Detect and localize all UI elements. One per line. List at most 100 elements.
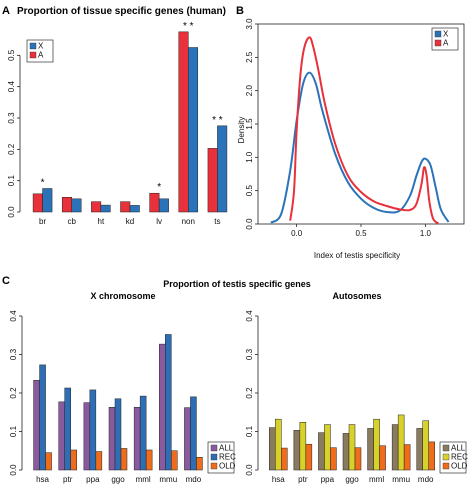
chart-a-bar-a [91, 201, 102, 213]
chart-a-bar-x [129, 205, 140, 213]
chart-a-x-tick-label: kd [126, 217, 134, 226]
chart-c2-y-tick-label: 0.3 [245, 348, 254, 360]
chart-c2-bar-all [416, 428, 423, 471]
chart-a-bar-a [120, 201, 131, 213]
chart-c2-bar-all [293, 430, 301, 471]
chart-a-bar-x [42, 188, 53, 213]
chart-c2-legend-swatch [442, 462, 450, 470]
chart-c2-bar-old [379, 445, 386, 471]
panel-a: A Proportion of tissue specific genes (h… [2, 5, 228, 226]
panel-b: B Index of testis specificity Density 0.… [236, 5, 465, 260]
chart-c2-legend-label: ALL [451, 444, 466, 453]
chart-c1-bar-all [133, 406, 141, 471]
chart-a-x-tick-label: cb [67, 217, 76, 226]
chart-c2-y-tick-label: 0.0 [245, 464, 254, 476]
chart-c2-bar-old [281, 447, 288, 471]
chart-a-y-tick-label: 0.3 [7, 112, 16, 124]
chart-b-y-tick-label: 0.0 [245, 218, 254, 230]
chart-c2-legend-label: OLD [451, 462, 468, 471]
chart-c1-legend-swatch [210, 453, 218, 461]
chart-a-bar-a [207, 148, 218, 213]
chart-a-y-tick-label: 0.1 [7, 175, 16, 187]
chart-c2-x-tick-label: mdo [418, 475, 434, 484]
chart-c1-y-tick-label: 0.3 [9, 348, 18, 360]
chart-b-legend-label: X [443, 30, 449, 39]
chart-c1-x-tick-label: hsa [36, 475, 49, 484]
chart-c2-bar-rec [373, 418, 380, 471]
chart-c2-x-tick-label: mmu [392, 475, 410, 484]
chart-c1-y-tick-label: 0.4 [9, 310, 18, 322]
chart-c1-bar-rec [114, 398, 122, 471]
chart-c2-legend-label: REC [451, 453, 468, 462]
chart-a-y-tick-label: 0.0 [7, 206, 16, 218]
chart-c1-y-tick-label: 0.0 [9, 464, 18, 476]
chart-a-x-tick-label: br [39, 217, 46, 226]
chart-c1-legend-label: REC [219, 453, 236, 462]
chart-c1-y-tick-label: 0.1 [9, 425, 18, 437]
chart-c1-bar-old [45, 452, 52, 471]
section-title: Proportion of testis specific genes [163, 279, 311, 289]
chart-c2-bar-old [330, 447, 337, 471]
panel-c: C Proportion of testis specific genes X … [2, 275, 468, 484]
chart-c1-x-tick-label: ppa [86, 475, 100, 484]
chart-c1-x-tick-label: ptr [63, 475, 73, 484]
chart-c2-bar-old [403, 444, 411, 471]
chart-b-x-tick-label: 0.5 [355, 229, 367, 238]
chart-b-ylabel: Density [237, 117, 246, 144]
chart-c1-legend-swatch [210, 462, 218, 470]
chart-c1-bar-rec [139, 395, 147, 471]
chart-a-significance-star: * * [183, 21, 194, 32]
chart-c1-x-tick-label: mdo [186, 475, 202, 484]
chart-c2-bar-old [428, 441, 435, 471]
chart-c1-y-tick-label: 0.2 [9, 387, 18, 399]
chart-b-y-tick-label: 3.0 [245, 18, 254, 30]
chart-c1-bar-old [196, 457, 203, 471]
chart-c1-x-tick-label: mml [136, 475, 151, 484]
chart-c1-bar-rec [39, 364, 46, 471]
chart-c1-bar-all [33, 380, 40, 471]
chart-c2-bar-rec [299, 422, 307, 471]
chart-c1-bar-all [184, 407, 191, 471]
chart-c1-bar-all [58, 401, 65, 471]
chart-c1-bar-old [70, 449, 77, 471]
chart-a-bar-a [178, 31, 189, 213]
chart-a-bar-x [158, 198, 169, 213]
chart-c1-legend-swatch [210, 444, 218, 452]
chart-c2-bar-old [354, 447, 362, 471]
chart-a-x-tick-label: non [182, 217, 195, 226]
chart-b-legend-label: A [443, 39, 449, 48]
chart-c2-title: Autosomes [332, 291, 381, 301]
chart-a-significance-star: * [41, 178, 45, 189]
chart-c2-bar-old [305, 443, 313, 471]
chart-c2-bar-all [391, 424, 399, 471]
chart-c1-bar-old [171, 450, 178, 471]
chart-b-y-tick-label: 0.5 [245, 185, 254, 197]
chart-c1-bar-all [83, 402, 91, 471]
chart-c1-bar-rec [165, 334, 172, 471]
chart-a-bar-x [71, 198, 82, 213]
chart-b-y-tick-label: 2.0 [245, 85, 254, 97]
chart-b-plot-frame [257, 23, 465, 225]
chart-a-bar-a [149, 192, 160, 213]
chart-b-y-tick-label: 2.5 [245, 51, 254, 63]
panel-label-a: A [2, 5, 10, 17]
chart-c2-y-tick-label: 0.1 [245, 425, 254, 437]
panel-label-c: C [2, 275, 10, 287]
chart-a-bar-x [188, 47, 199, 213]
chart-a-legend-swatch [29, 42, 37, 50]
chart-b-density-line-x [270, 71, 450, 224]
chart-a-legend-swatch [29, 51, 37, 59]
chart-c2-bar-all [342, 433, 350, 471]
chart-c2-bar-all [367, 428, 374, 471]
chart-b-x-tick-label: 1.0 [420, 229, 432, 238]
chart-c1-bar-all [108, 406, 116, 471]
chart-b-xlabel: Index of testis specificity [314, 251, 400, 260]
chart-c2-bar-rec [348, 424, 356, 471]
chart-c1-bar-all [159, 343, 166, 471]
chart-a-y-tick-label: 0.2 [7, 143, 16, 155]
chart-c1-bar-rec [190, 396, 197, 471]
chart-c1-bar-old [95, 451, 103, 471]
chart-a-significance-star: * * [212, 115, 223, 126]
chart-c2-bar-all [318, 432, 325, 471]
